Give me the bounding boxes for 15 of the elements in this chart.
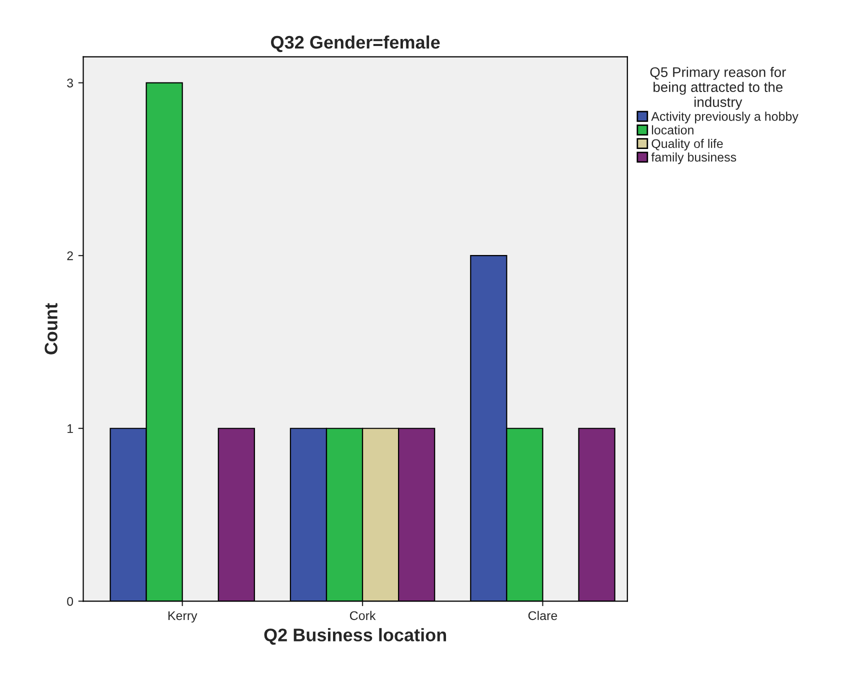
x-tick-label: Cork [350,610,376,620]
y-tick-label: 1 [68,424,73,433]
y-tick-label: 0 [67,596,74,606]
legend-label: Activity previously a hobby [651,112,798,124]
x-tick-label: Kerry [168,611,198,623]
legend-label: location [652,125,694,134]
x-tick-label: Clare [528,610,558,620]
y-tick-label: 2 [67,251,73,260]
chart-title: Q32 Gender=female [271,35,440,52]
legend-title: Q5 Primary reason for being attracted to the industry [650,66,786,110]
y-tick-label: 3 [67,78,73,88]
x-axis-title: Q2 Business location [264,628,446,645]
legend-label: Quality of life [652,138,723,151]
y-axis-title: Count [44,303,58,354]
legend-label: family business [651,152,736,164]
